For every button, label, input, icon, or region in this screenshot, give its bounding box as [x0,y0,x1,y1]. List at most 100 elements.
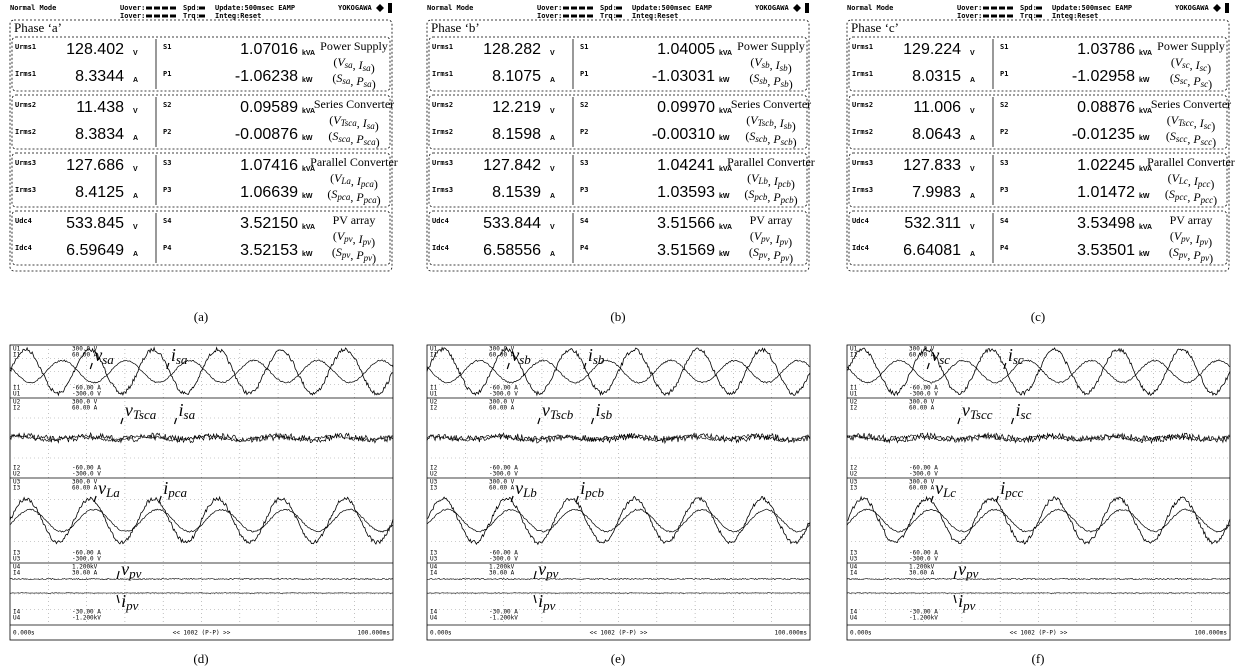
quantity-name: Urms1 [15,43,36,51]
quantity-unit: V [133,108,138,115]
status-indicator [587,15,593,18]
quantity-name: Udc4 [432,217,449,225]
quantity-value: 8.3834 [75,126,124,143]
quantity-name: S2 [1000,101,1008,109]
quantity-unit: V [133,166,138,173]
status-indicator [1007,7,1013,10]
status-indicator [571,15,577,18]
brand-icon [376,4,384,12]
caption: (f) [1032,651,1045,666]
brand-label: YOKOGAWA [755,4,790,12]
subscript: Tscc [970,407,993,422]
quantity-value: 0.09970 [657,99,715,116]
channel-label: I3 [430,485,438,492]
record-length: << 1002 (P-P) >> [173,630,231,637]
status-label: Iover: [120,12,145,20]
channel-label: I4 [850,570,858,577]
group-description: Series Converter [314,97,394,111]
status-label: Update:500msec EAMP [632,4,712,12]
group-description: (Ssa, Psa) [332,71,375,91]
quantity-value: 0.08876 [1077,99,1135,116]
quantity-name: Urms2 [432,101,453,109]
quantity-name: P4 [580,244,588,252]
group-description: Power Supply [1157,39,1225,53]
status-indicator [1007,15,1013,18]
quantity-unit: A [133,135,138,142]
quantity-name: Udc4 [852,217,869,225]
quantity-name: S2 [163,101,171,109]
quantity-name: P1 [580,70,588,78]
quantity-unit: V [970,166,975,173]
quantity-unit: kVA [1139,50,1152,57]
status-indicator [1036,7,1042,10]
channel-label: I4 [430,570,438,577]
group-description: Series Converter [1151,97,1231,111]
quantity-unit: kW [302,193,313,200]
quantity-unit: A [970,193,975,200]
status-indicator [563,7,569,10]
status-indicator [162,15,168,18]
time-end: 100.000ms [1194,630,1227,637]
quantity-name: S3 [1000,159,1008,167]
quantity-name: P3 [163,186,171,194]
group-description: (Spca, Ppca) [327,187,380,207]
quantity-unit: kW [719,251,730,258]
quantity-name: S1 [1000,43,1008,51]
channel-scale: -300.0 V [489,556,518,563]
channel-label: I4 [13,570,21,577]
caption: (d) [193,651,208,666]
status-label: Integ:Reset [632,12,678,20]
brand-icon [793,4,801,12]
quantity-value: -1.03031 [652,68,715,85]
quantity-value: 11.438 [76,99,124,116]
symbol: v [511,345,519,365]
status-indicator [587,7,593,10]
quantity-value: 1.07416 [240,157,298,174]
quantity-value: 128.282 [483,41,541,58]
status-indicator [999,15,1005,18]
record-length: << 1002 (P-P) >> [1010,630,1068,637]
status-label: Integ:Reset [215,12,261,20]
status-label: Uover: [957,4,982,12]
quantity-unit: kW [302,251,313,258]
quantity-unit: A [550,77,555,84]
quantity-unit: kVA [719,224,732,231]
figure: Normal ModeUover:Spd:Update:500msec EAMP… [0,0,1237,672]
quantity-unit: kW [302,135,313,142]
phase-label: Phase ‘c’ [851,20,899,35]
subscript: sa [176,352,188,367]
caption: (e) [611,651,625,666]
quantity-value: 8.0315 [912,68,961,85]
channel-scale: -300.0 V [909,471,938,478]
mode-label: Normal Mode [427,4,473,12]
quantity-value: 3.51569 [657,242,715,259]
symbol: v [94,345,102,365]
quantity-value: 127.833 [903,157,961,174]
status-indicator [579,15,585,18]
quantity-value: 1.03593 [657,184,715,201]
channel-label: U3 [430,556,438,563]
brand-icon [388,3,392,13]
status-label: Integ:Reset [1052,12,1098,20]
quantity-name: S4 [1000,217,1008,225]
subscript: pv [128,566,142,581]
channel-scale: 30.00 A [489,570,515,577]
symbol: v [515,478,523,498]
group-description: (Spv, Ppv) [749,245,793,265]
status-label: Uover: [120,4,145,12]
symbol: v [958,559,966,579]
channel-scale: -300.0 V [489,391,518,398]
quantity-value: 6.58556 [483,242,541,259]
quantity-name: Udc4 [15,217,32,225]
quantity-unit: kVA [302,224,315,231]
quantity-unit: V [970,224,975,231]
quantity-value: 533.844 [483,215,541,232]
quantity-unit: kW [719,77,730,84]
quantity-unit: kVA [719,50,732,57]
channel-scale: 30.00 A [72,570,98,577]
quantity-value: 127.686 [66,157,124,174]
subscript: pv [545,566,559,581]
group-description: PV array [1170,213,1213,227]
brand-label: YOKOGAWA [338,4,373,12]
status-indicator [983,7,989,10]
